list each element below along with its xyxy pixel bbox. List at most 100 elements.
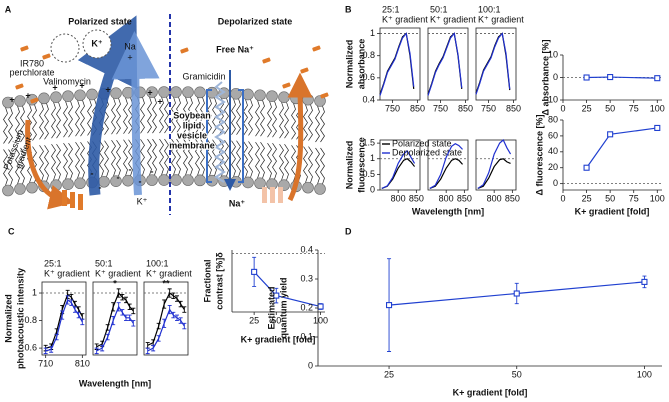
- subplot-subtitle: K⁺ gradient: [95, 268, 141, 278]
- dye-stack: [262, 187, 267, 203]
- y-tick-label: 0.4: [300, 244, 313, 254]
- lipid-head: [314, 183, 326, 195]
- lipid-tail: [8, 107, 13, 144]
- x-tick-label: 800: [391, 193, 406, 203]
- y-tick-label: 10: [548, 49, 558, 59]
- lipid-tail: [284, 144, 289, 181]
- series-line: [429, 158, 463, 189]
- lipid-tail: [200, 139, 205, 176]
- lipid-head: [266, 90, 278, 102]
- x-tick-label: 850: [458, 103, 473, 113]
- lipid-head: [62, 178, 74, 190]
- lipid-tail: [272, 101, 277, 138]
- diagram-label: +: [79, 80, 84, 90]
- x-axis-label: K+ gradient [fold]: [453, 387, 528, 397]
- y-axis-label: Estimated: [266, 286, 276, 329]
- lipid-tail: [116, 98, 121, 135]
- lipid-tail: [75, 100, 80, 137]
- lipid-tail: [272, 142, 277, 180]
- lipid-tail: [51, 144, 56, 181]
- x-tick-label: 100: [637, 369, 652, 379]
- y-tick-label: 0.1: [300, 331, 313, 341]
- x-tick-label: 100: [650, 103, 665, 113]
- y-tick-label: 0.8: [24, 315, 37, 325]
- y-tick-label: 1: [370, 153, 375, 163]
- lipid-tail: [80, 142, 85, 179]
- diagram-label: Polarized state: [68, 16, 132, 26]
- dye-stack: [278, 187, 283, 203]
- lipid-tail: [123, 97, 128, 134]
- series-line: [379, 32, 415, 96]
- x-tick-label: 850: [410, 103, 425, 113]
- marker: [583, 164, 590, 171]
- series-line: [147, 308, 185, 352]
- lipid-tail: [267, 101, 272, 138]
- lipid-tail: [8, 149, 13, 186]
- lipid-head: [110, 175, 122, 187]
- series-line: [96, 291, 134, 348]
- marker: [607, 74, 614, 81]
- lipid-tail: [99, 140, 104, 177]
- marker: [273, 292, 280, 299]
- subplot-subtitle: K⁺ gradient: [382, 14, 428, 24]
- plot-frame: [92, 281, 138, 356]
- lipid-tail: [27, 104, 32, 141]
- series-line: [96, 305, 134, 352]
- diagram-label: -: [91, 168, 94, 178]
- lipid-tail: [236, 98, 241, 135]
- x-tick-label: 50: [512, 369, 522, 379]
- lipid-tail: [236, 140, 241, 177]
- x-tick-label: 50: [271, 315, 281, 325]
- lipid-tail: [200, 97, 205, 134]
- lipid-tail: [219, 139, 224, 177]
- lipid-tail: [248, 141, 253, 178]
- lipid-tail: [260, 100, 265, 137]
- x-tick-label: 710: [38, 358, 53, 368]
- y-tick-label: 0.3: [300, 273, 313, 283]
- lipid-tail: [147, 97, 152, 134]
- y-tick-label: 0.6: [24, 342, 37, 352]
- significance: *: [113, 278, 117, 288]
- lipid-tail: [303, 146, 308, 183]
- diagram-label: -: [139, 176, 142, 186]
- lipid-tail: [75, 142, 80, 179]
- series-line: [147, 292, 185, 346]
- x-tick-label: 0: [560, 103, 565, 113]
- lipid-tail: [207, 97, 212, 134]
- error-bar: [94, 347, 99, 355]
- x-tick-label: 100: [313, 315, 328, 325]
- diagram-label: +: [52, 82, 57, 92]
- dye-molecule: [20, 45, 29, 52]
- plot-frame: [427, 27, 469, 101]
- diagram-label: +: [105, 84, 110, 94]
- subplot-subtitle: K⁺ gradient: [146, 268, 192, 278]
- lipid-tail: [255, 142, 260, 179]
- lipid-head: [50, 179, 62, 191]
- valinomycin-ring: [82, 29, 112, 59]
- lipid-head: [2, 96, 14, 109]
- lipid-tail: [111, 139, 116, 177]
- lipid-head: [302, 181, 314, 194]
- lipid-head: [74, 177, 86, 190]
- series-line: [45, 298, 83, 352]
- lipid-tail: [123, 139, 128, 176]
- significance: **: [162, 278, 170, 288]
- y-tick-label: 0: [370, 184, 375, 194]
- lipid-tail: [44, 103, 49, 140]
- lipid-head: [110, 87, 122, 99]
- y-tick-label: 0: [553, 178, 558, 188]
- dye-stack: [62, 190, 67, 206]
- lipid-tail: [255, 100, 260, 137]
- x-tick-label: 810: [75, 358, 90, 368]
- bracket: [206, 89, 212, 183]
- lipid-tail: [188, 97, 193, 134]
- lipid-tail: [267, 142, 272, 180]
- lipid-head: [122, 174, 134, 187]
- subplot-title: 50:1: [430, 4, 448, 14]
- lipid-head: [254, 177, 266, 190]
- lipid-head: [254, 89, 266, 102]
- y-tick-label: 80: [548, 114, 558, 124]
- x-axis-label: Wavelength [nm]: [79, 378, 151, 388]
